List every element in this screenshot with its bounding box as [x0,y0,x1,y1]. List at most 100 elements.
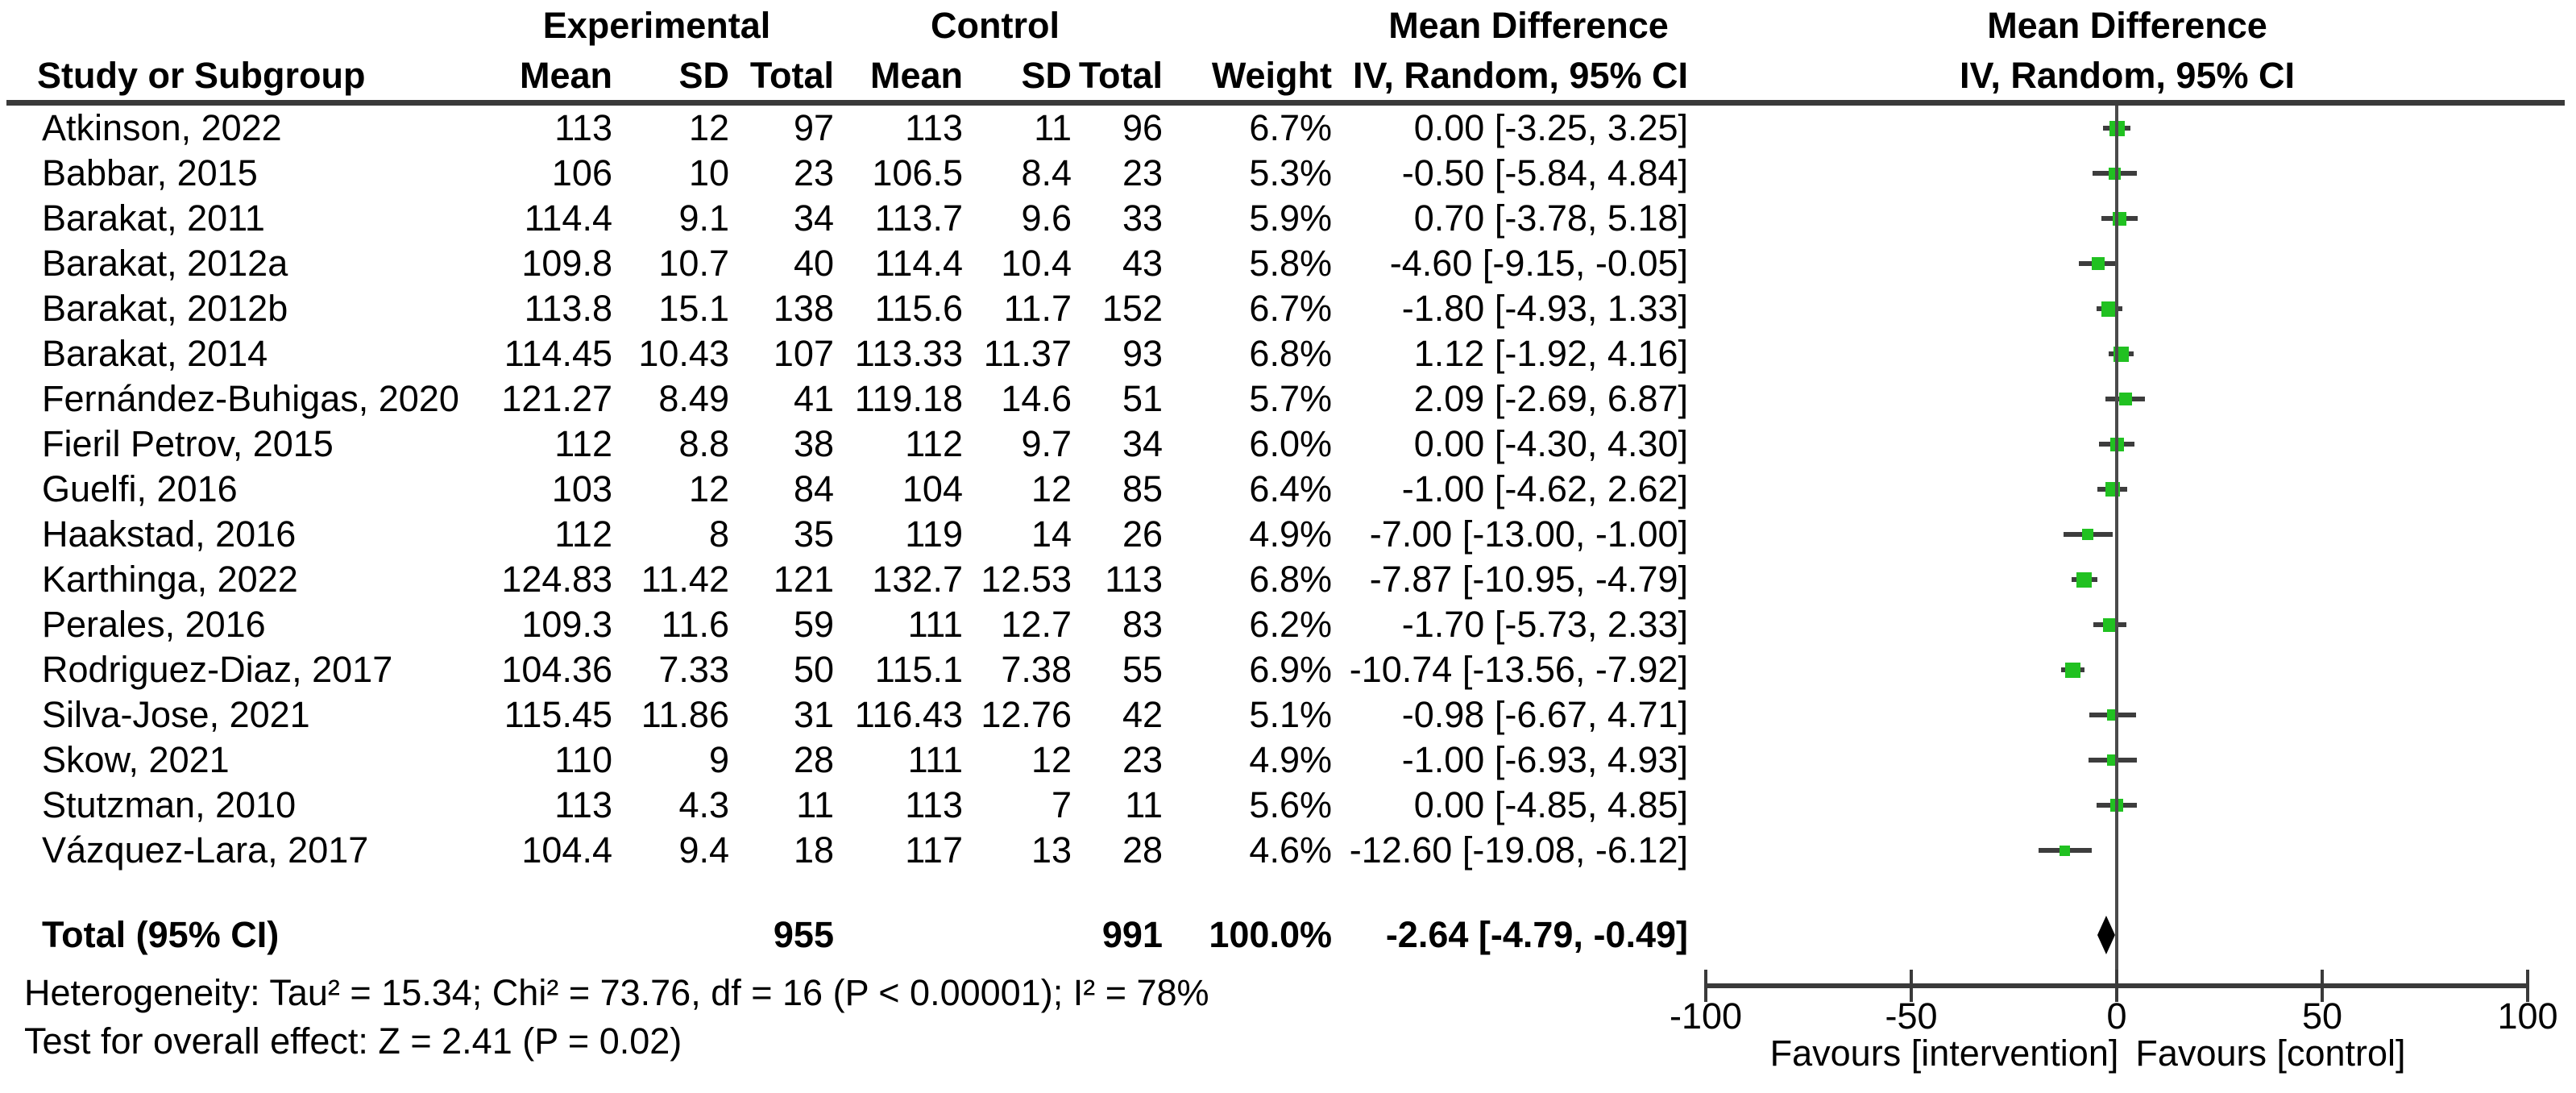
weight: 6.4% [1249,468,1332,509]
study-name: Karthinga, 2022 [42,559,298,600]
study-name: Guelfi, 2016 [42,468,238,509]
study-name: Vázquez-Lara, 2017 [42,829,369,871]
weight: 5.8% [1249,243,1332,284]
control-mean: 112 [905,423,963,464]
control-sd: 7 [1051,784,1072,825]
control-total: 51 [1122,378,1163,419]
control-mean: 119 [905,513,963,555]
md-plot-ci-column-header: IV, Random, 95% CI [1960,55,2295,96]
control-sd: 8.4 [1021,152,1072,193]
axis-tick-label: 50 [2301,995,2343,1037]
effect-marker [2060,845,2071,856]
md-ci-text: -1.80 [-4.93, 1.33] [1401,288,1688,329]
effect-marker [2102,617,2117,632]
axis-tick-label: -50 [1885,995,1938,1037]
control-mean: 115.6 [874,288,963,329]
total-ci-text: -2.64 [-4.79, -0.49] [1385,914,1688,955]
experimental-sd: 11.42 [641,559,729,600]
experimental-sd: 10.7 [658,243,729,284]
experimental-mean: 109.8 [521,243,612,284]
study-name: Haakstad, 2016 [42,513,297,555]
experimental-total: 50 [793,649,834,690]
control-total: 11 [1125,784,1163,825]
study-name: Barakat, 2011 [42,197,265,239]
experimental-total: 138 [773,288,834,329]
study-name: Perales, 2016 [42,604,266,645]
md-text-column-header: Mean Difference [1388,5,1669,46]
heterogeneity-text: Heterogeneity: Tau² = 15.34; Chi² = 73.7… [24,972,1209,1013]
control-mean: 104 [902,468,963,509]
control-sd: 11.37 [983,333,1072,374]
control-mean: 106.5 [872,152,963,193]
md-ci-text: -0.98 [-6.67, 4.71] [1401,694,1688,735]
experimental-total: 41 [793,378,834,419]
md-ci-text: -1.70 [-5.73, 2.33] [1401,604,1688,645]
exp-total-column-header: Total [749,55,834,96]
overall-effect-text: Test for overall effect: Z = 2.41 (P = 0… [24,1020,682,1062]
effect-marker [2101,301,2118,317]
weight: 6.9% [1249,649,1332,690]
control-sd: 7.38 [1001,649,1072,690]
total-exp-n: 955 [773,914,834,955]
axis-tick [2115,970,2118,1002]
experimental-sd: 10.43 [638,333,729,374]
control-total: 42 [1122,694,1163,735]
experimental-mean: 114.4 [524,197,612,239]
experimental-mean: 115.45 [504,694,612,735]
total-label: Total (95% CI) [42,914,280,955]
weight: 5.1% [1249,694,1332,735]
experimental-total: 28 [793,739,834,780]
control-total: 85 [1122,468,1163,509]
weight: 5.9% [1249,197,1332,239]
control-sd: 11 [1034,107,1072,148]
ctrl-total-column-header: Total [1078,55,1163,96]
control-total: 93 [1122,333,1163,374]
control-mean: 113 [905,784,963,825]
control-total: 152 [1101,288,1163,329]
experimental-mean: 104.36 [501,649,612,690]
control-sd: 13 [1031,829,1072,871]
md-plot-column-header: Mean Difference [1987,5,2267,46]
experimental-mean: 112 [554,423,612,464]
total-weight: 100.0% [1209,914,1332,955]
experimental-sd: 8.49 [658,378,729,419]
control-total: 34 [1122,423,1163,464]
weight: 6.0% [1249,423,1332,464]
md-ci-column-header: IV, Random, 95% CI [1353,55,1688,96]
md-ci-text: -0.50 [-5.84, 4.84] [1401,152,1688,193]
control-sd: 14.6 [1001,378,1072,419]
control-mean: 113.7 [874,197,963,239]
effect-marker [2082,529,2094,540]
experimental-mean: 106 [551,152,612,193]
md-ci-text: -12.60 [-19.08, -6.12] [1349,829,1688,871]
study-name: Skow, 2021 [42,739,230,780]
control-mean: 115.1 [874,649,963,690]
md-ci-text: -10.74 [-13.56, -7.92] [1349,649,1688,690]
weight: 6.7% [1249,288,1332,329]
study-name: Barakat, 2012b [42,288,288,329]
control-total: 96 [1122,107,1163,148]
effect-marker [2118,393,2132,405]
experimental-mean: 110 [554,739,612,780]
study-name: Rodriguez-Diaz, 2017 [42,649,393,690]
control-mean: 113.33 [854,333,963,374]
favours-left-label: Favours [intervention] [1769,1033,2119,1074]
study-name: Fieril Petrov, 2015 [42,423,334,464]
experimental-sd: 11.86 [641,694,729,735]
study-name: Silva-Jose, 2021 [42,694,310,735]
total-diamond [2097,916,2115,954]
experimental-total: 121 [773,559,834,600]
axis-tick [1910,970,1913,1002]
experimental-sd: 8.8 [678,423,729,464]
control-sd: 9.7 [1021,423,1072,464]
weight: 6.2% [1249,604,1332,645]
control-total: 55 [1122,649,1163,690]
control-sd: 12.76 [981,694,1072,735]
study-name: Fernández-Buhigas, 2020 [42,378,459,419]
control-sd: 12.7 [1001,604,1072,645]
control-mean: 116.43 [854,694,963,735]
weight: 6.8% [1249,333,1332,374]
zero-line [2115,106,2118,986]
control-total: 28 [1122,829,1163,871]
study-name: Barakat, 2014 [42,333,268,374]
